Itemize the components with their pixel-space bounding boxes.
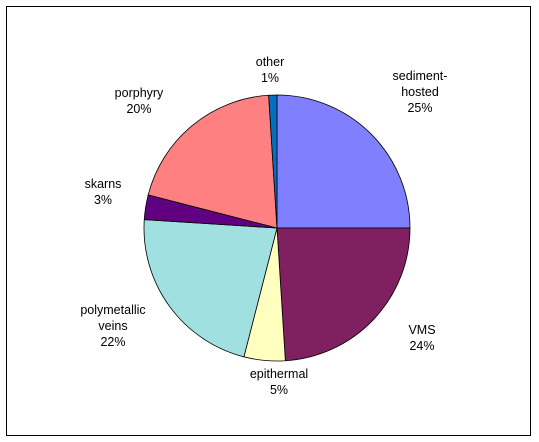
slice-label-polymetallic-veins: polymetallic veins 22% [80, 303, 145, 349]
pie-slice-vms [276, 227, 411, 362]
slice-label-epithermal: epithermal 5% [250, 367, 308, 397]
pie-slice-sediment-hosted [276, 94, 411, 229]
pie-slice-porphyry [147, 94, 278, 229]
slice-label-other: other 1% [256, 55, 285, 85]
pie-slice-other [268, 94, 278, 229]
slice-label-vms: VMS 24% [408, 323, 435, 353]
slice-label-skarns: skarns 3% [85, 177, 122, 207]
pie-labels: sediment-hosted 25% VMS 24% epithermal 5% poly… [80, 55, 447, 397]
pie-slices [143, 94, 411, 362]
slice-label-porphyry: porphyry 20% [115, 86, 164, 116]
slice-label-sediment-hosted: sediment-hosted 25% [393, 69, 448, 115]
pie-slice-polymetallic-veins [143, 219, 278, 358]
